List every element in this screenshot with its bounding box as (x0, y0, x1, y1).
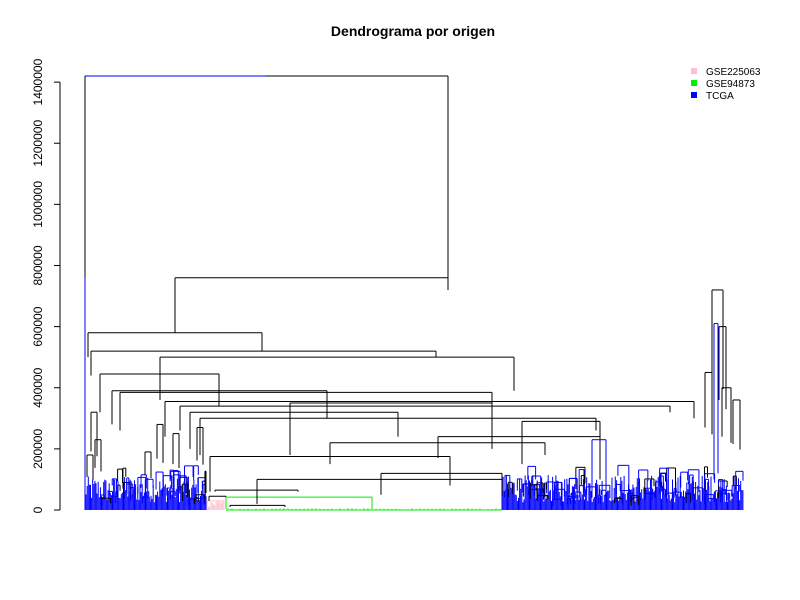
y-tick-label: 1400000 (31, 58, 45, 105)
y-tick-label: 1200000 (31, 120, 45, 167)
y-tick-label: 400000 (31, 367, 45, 407)
y-tick-label: 0 (31, 506, 45, 513)
legend-swatch (691, 68, 697, 74)
legend-label: TCGA (706, 91, 734, 102)
dendrogram-tree (84, 75, 744, 511)
y-tick-label: 1000000 (31, 181, 45, 228)
y-tick-label: 800000 (31, 245, 45, 285)
legend-label: GSE94873 (706, 79, 755, 90)
legend-label: GSE225063 (706, 67, 761, 78)
chart-title: Dendrograma por origen (331, 23, 495, 39)
y-axis: 0 200000 400000 600000 800000 1000000 1200000 1… (31, 58, 61, 513)
legend-swatch (691, 80, 697, 86)
y-tick-label: 600000 (31, 306, 45, 346)
legend-swatch (691, 92, 697, 98)
y-tick-label: 200000 (31, 429, 45, 469)
